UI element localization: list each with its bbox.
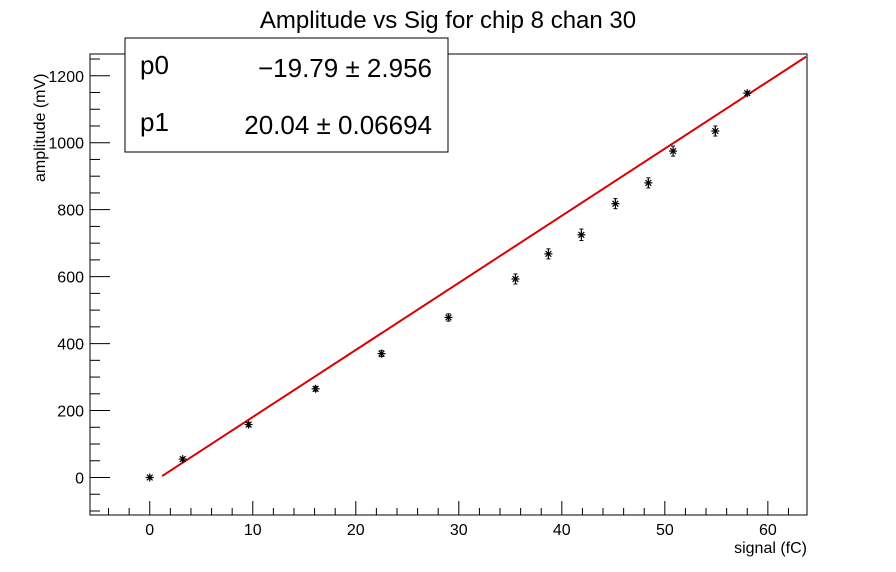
y-tick-label: 1200 [48,69,84,86]
data-point [145,473,154,482]
x-axis-label: signal (fC) [734,540,807,557]
star-marker-stroke [146,474,154,481]
star-marker-stroke [743,89,751,97]
stats-value-p1: 20.04 ± 0.06694 [244,110,432,140]
x-tick-label: 60 [759,522,777,539]
x-tick-label: 40 [553,522,571,539]
y-tick-label: 0 [75,471,84,488]
data-point [178,455,187,464]
x-tick-label: 50 [656,522,674,539]
star-marker-stroke [645,179,652,187]
stats-name-p1: p1 [140,107,169,137]
x-tick-label: 0 [145,522,154,539]
data-point [611,198,620,210]
y-tick-label: 1000 [48,136,84,153]
y-axis: 0 200 400 600 800 1000 1200 [48,58,110,512]
chart-title: Amplitude vs Sig for chip 8 chan 30 [260,7,636,34]
data-point [669,145,678,157]
star-marker-stroke [669,147,677,155]
y-tick-label: 400 [57,337,84,354]
star-marker-stroke [578,231,585,239]
star-marker-stroke [445,314,452,321]
data-point [377,349,386,358]
data-point [244,420,253,429]
x-tick-label: 20 [347,522,365,539]
star-marker-stroke [545,250,552,258]
stats-value-p0: −19.79 ± 2.956 [258,53,432,83]
stats-name-p0: p0 [140,50,169,80]
fit-line-layer [161,55,807,477]
data-point [743,89,752,98]
x-tick-label: 30 [450,522,468,539]
star-marker-stroke [179,455,187,463]
star-marker-stroke [245,421,252,428]
x-axis: 0 10 20 30 40 50 60 [108,501,789,539]
y-tick-label: 800 [57,203,84,220]
data-point [711,125,720,137]
star-marker-stroke [512,275,519,283]
star-marker-stroke [378,350,385,357]
y-tick-label: 200 [57,404,84,421]
data-points [145,89,752,482]
data-point [644,177,653,189]
stats-box-frame [124,37,449,153]
y-axis-label: amplitude (mV) [32,74,49,182]
data-point [544,248,553,260]
star-marker-stroke [312,385,319,393]
star-marker-stroke [612,200,619,207]
fit-line [161,55,807,477]
stats-box: p0 −19.79 ± 2.956 p1 20.04 ± 0.06694 [124,37,449,153]
y-tick-label: 600 [57,270,84,287]
data-point [311,384,320,393]
data-point [577,228,586,241]
data-point [444,313,453,322]
x-tick-label: 10 [244,522,262,539]
star-marker-stroke [712,127,719,135]
data-point [511,273,520,285]
